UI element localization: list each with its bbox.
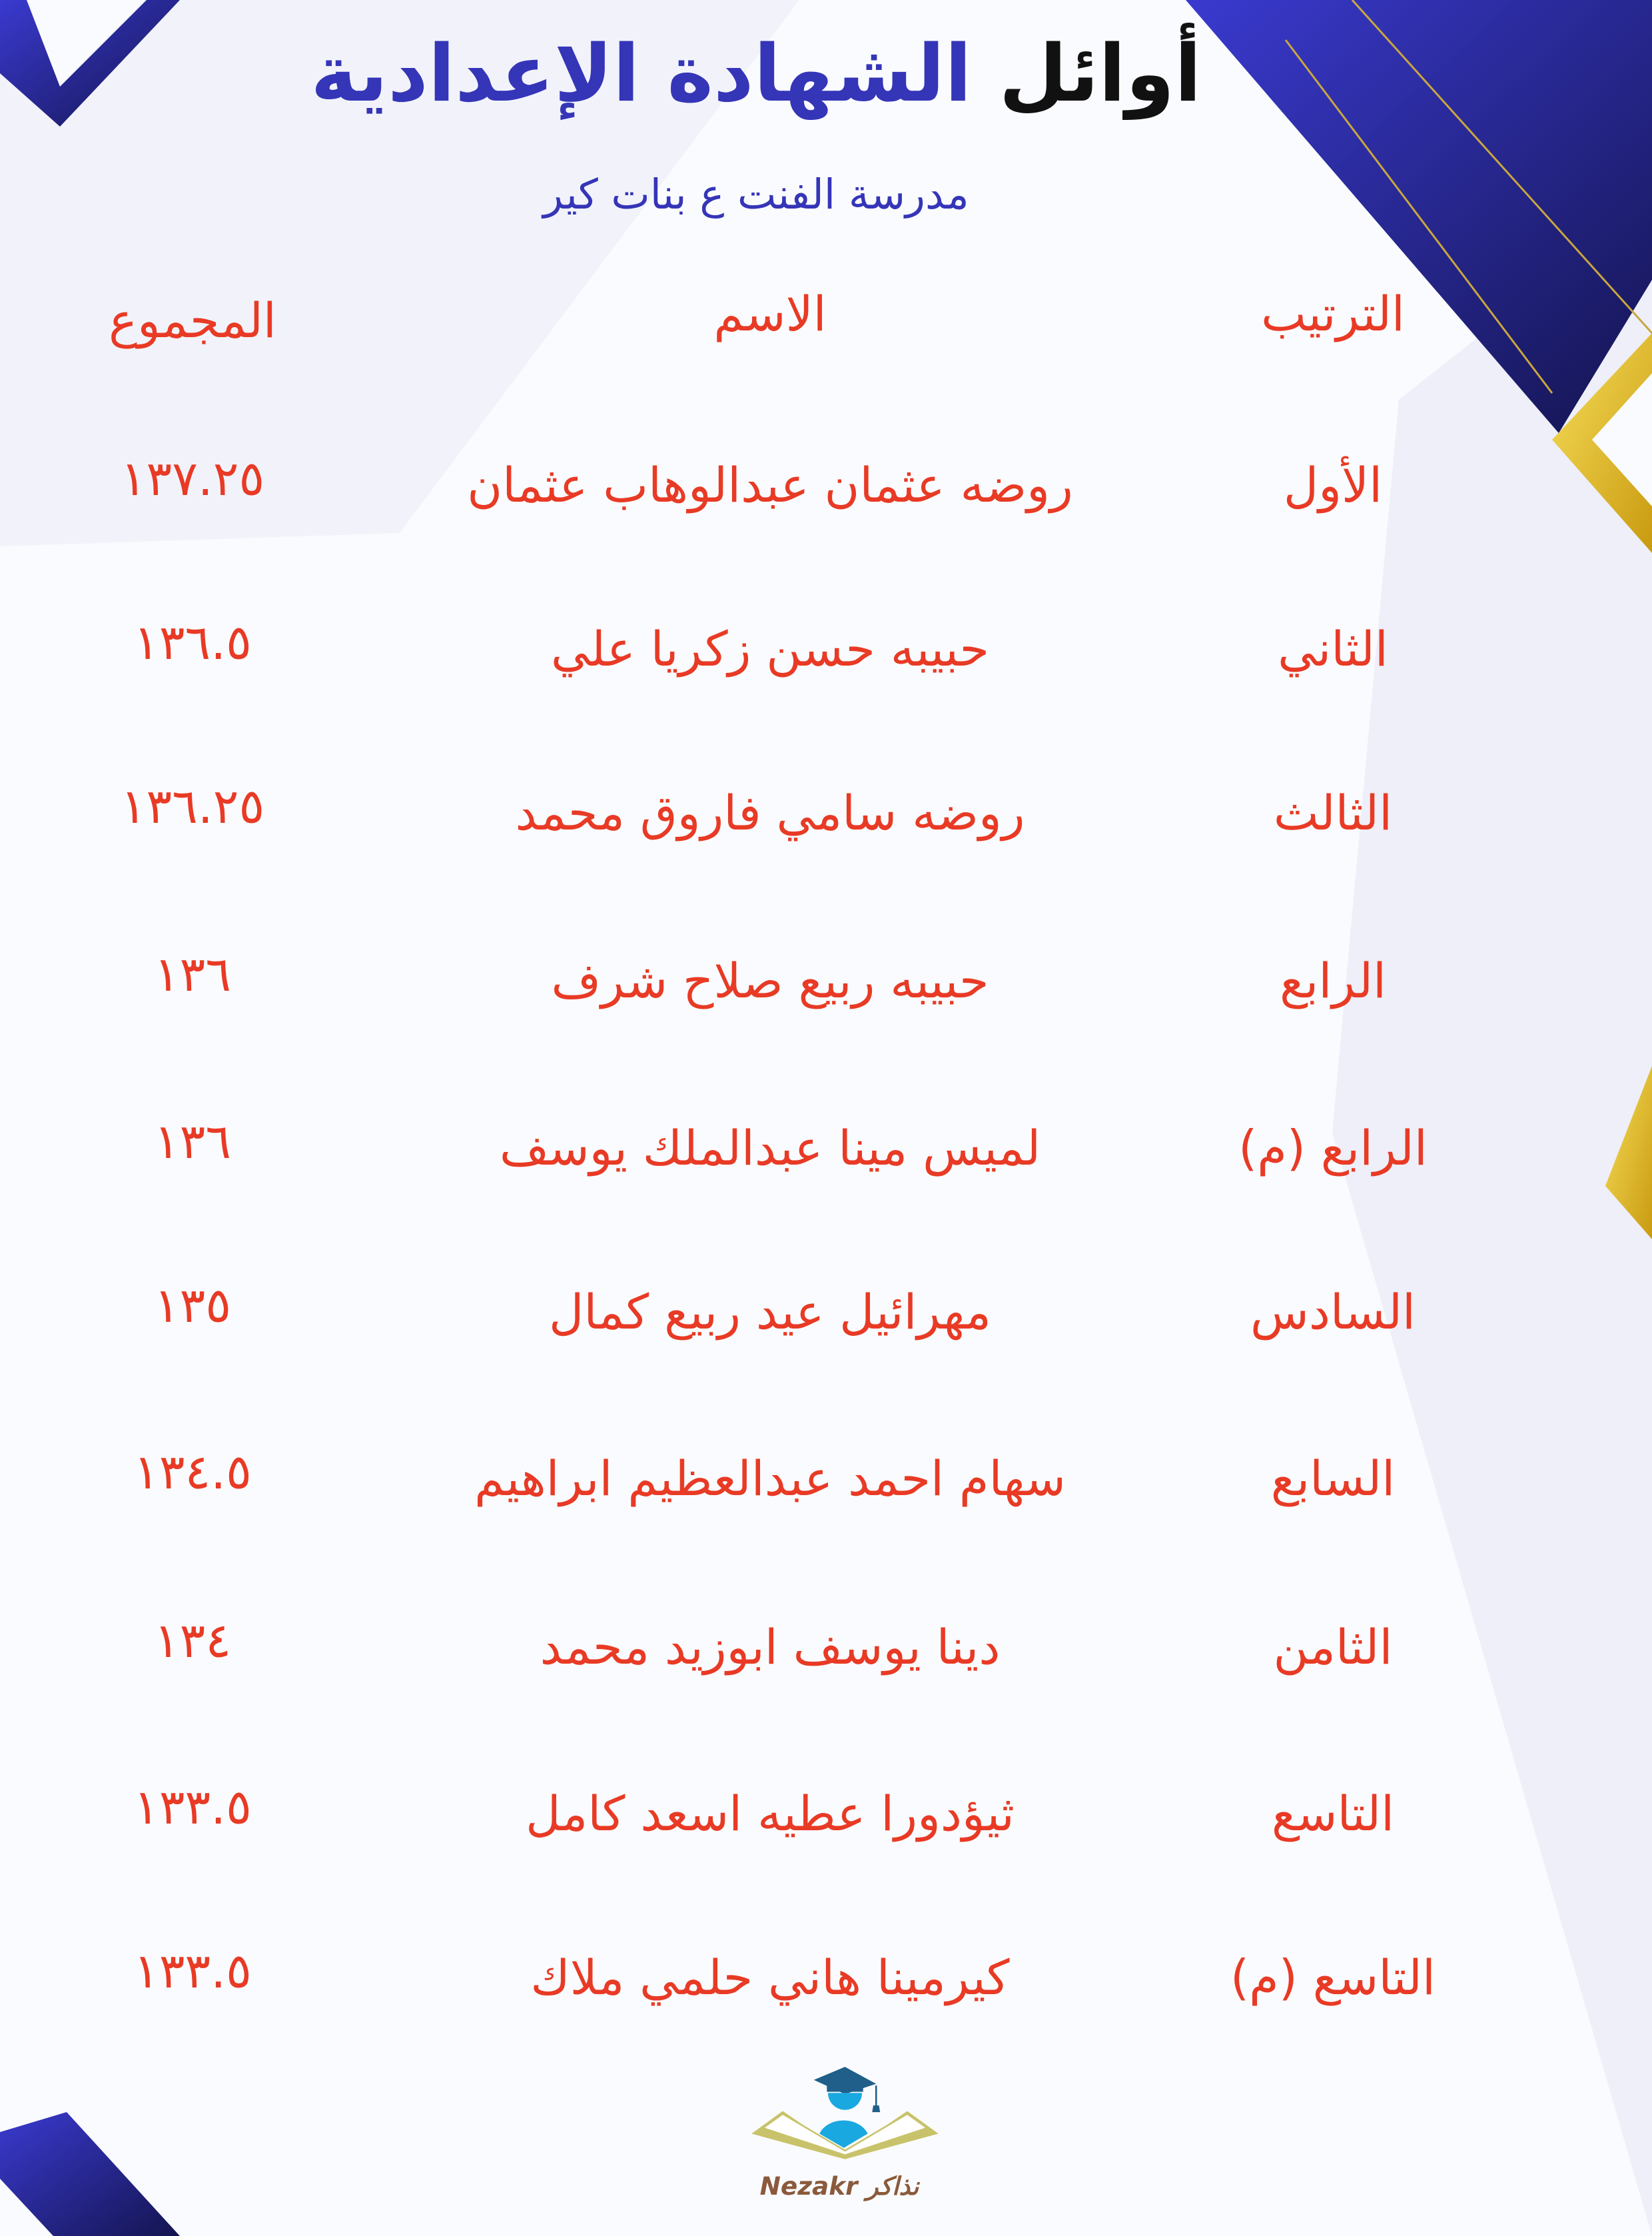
school-name: مدرسة الفنت ع بنات كير bbox=[543, 170, 969, 219]
row-total: ١٣٤.٥ bbox=[133, 1444, 252, 1500]
row-total: ١٣٣.٥ bbox=[133, 1943, 252, 1999]
row-name: سهام احمد عبدالعظيم ابراهيم bbox=[474, 1450, 1066, 1506]
row-rank: التاسع bbox=[1271, 1786, 1395, 1842]
row-rank: الثامن bbox=[1273, 1619, 1393, 1675]
row-name: ثيؤدورا عطيه اسعد كامل bbox=[526, 1786, 1015, 1842]
header-name: الاسم bbox=[713, 286, 827, 342]
row-total: ١٣٤ bbox=[153, 1612, 232, 1668]
page-title: أوائل الشهادة الإعدادية bbox=[0, 20, 1512, 127]
row-rank: السادس bbox=[1250, 1284, 1416, 1340]
title-part2: الشهادة الإعدادية bbox=[310, 27, 972, 119]
row-total: ١٣٥ bbox=[153, 1277, 232, 1333]
header-rank: الترتيب bbox=[1261, 286, 1405, 342]
row-name: مهرائيل عيد ربيع كمال bbox=[549, 1284, 991, 1340]
row-name: روضه سامي فاروق محمد bbox=[515, 785, 1025, 841]
row-rank: الرابع (م) bbox=[1238, 1120, 1428, 1176]
header-total: المجموع bbox=[109, 292, 276, 348]
row-name: دينا يوسف ابوزيد محمد bbox=[540, 1619, 1001, 1675]
nezakr-logo: Nezakr نذاكر bbox=[751, 2067, 939, 2201]
row-total: ١٣٣.٥ bbox=[133, 1779, 252, 1835]
row-total: ١٣٦.٥ bbox=[133, 614, 252, 670]
row-name: روضه عثمان عبدالوهاب عثمان bbox=[467, 457, 1073, 513]
row-total: ١٣٧.٢٥ bbox=[120, 450, 265, 506]
row-name: كيرمينا هاني حلمي ملاك bbox=[530, 1950, 1010, 2005]
logo-text: Nezakr نذاكر bbox=[760, 2171, 921, 2201]
row-name: لميس مينا عبدالملك يوسف bbox=[499, 1120, 1041, 1176]
row-total: ١٣٦ bbox=[153, 1113, 232, 1169]
row-rank: الأول bbox=[1283, 457, 1383, 513]
row-rank: السابع bbox=[1270, 1450, 1396, 1506]
row-rank: الرابع bbox=[1279, 953, 1387, 1009]
row-rank: الثالث bbox=[1273, 785, 1393, 841]
row-rank: الثاني bbox=[1278, 621, 1388, 677]
row-rank: التاسع (م) bbox=[1230, 1950, 1436, 2005]
row-name: حبيبه حسن زكريا علي bbox=[550, 621, 990, 677]
title-part1: أوائل bbox=[999, 27, 1202, 119]
row-total: ١٣٦ bbox=[153, 946, 232, 1002]
row-total: ١٣٦.٢٥ bbox=[120, 778, 265, 834]
row-name: حبيبه ربيع صلاح شرف bbox=[551, 953, 989, 1009]
